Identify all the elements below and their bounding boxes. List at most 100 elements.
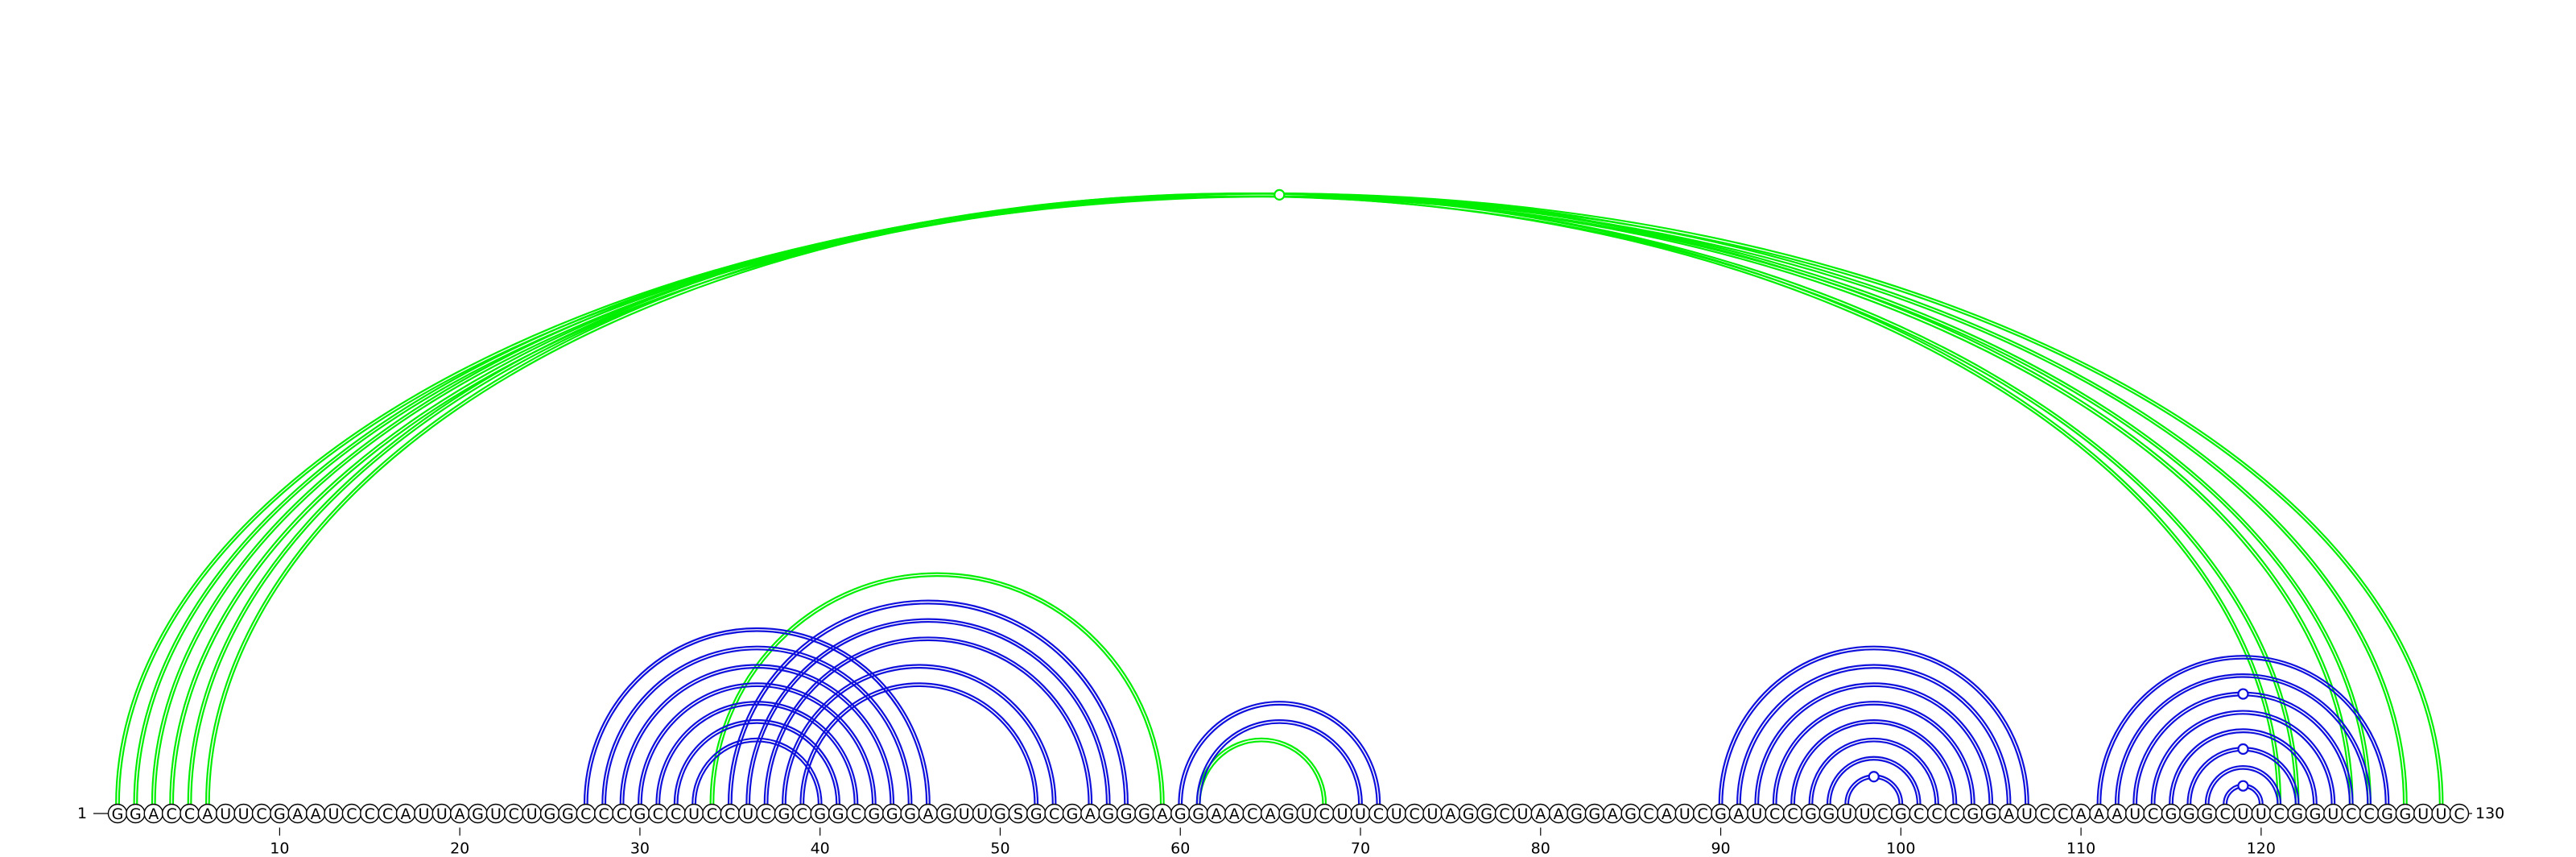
base-pair-arc-39-52 xyxy=(799,683,1039,805)
base-pair-arc-35-57 xyxy=(730,602,1126,805)
base-pair-arc-111-127 xyxy=(2099,657,2387,805)
nucleotide-letter: G xyxy=(814,805,826,823)
nucleotide-letter: G xyxy=(1282,805,1294,823)
nucleotide-letter: G xyxy=(1805,805,1817,823)
nucleotide-letter: G xyxy=(1138,805,1150,823)
nucleotide-letter: G xyxy=(886,805,898,823)
nucleotide-letter: G xyxy=(112,805,124,823)
nucleotide-107: U xyxy=(2017,803,2037,824)
nucleotide-112: A xyxy=(2107,803,2128,824)
nucleotide-letter: G xyxy=(832,805,844,823)
nucleotide-3: A xyxy=(143,803,163,824)
base-pair-arc-3-126 xyxy=(151,192,2372,805)
nucleotide-letter: U xyxy=(1860,805,1871,823)
base-pair-arc-29-44 xyxy=(619,664,895,805)
nucleotide-42: C xyxy=(846,803,866,824)
nucleotide-letter: A xyxy=(1608,805,1618,823)
nucleotide-letter: U xyxy=(1517,805,1528,823)
nucleotide-27: C xyxy=(576,803,596,824)
nucleotide-letter: C xyxy=(671,805,681,823)
nucleotide-36: U xyxy=(737,803,758,824)
base-pair-arc-30-43 xyxy=(638,682,877,805)
base-pair-arc-94-103 xyxy=(1793,722,1955,805)
nucleotide-69: U xyxy=(1332,803,1352,824)
nucleotide-50: G xyxy=(990,803,1010,824)
base-pair-arc-1-130 xyxy=(118,195,2441,805)
base-pair-arc-112-126 xyxy=(2114,673,2372,805)
base-pair-arc-115-123 xyxy=(2171,731,2315,805)
nucleotide-106: A xyxy=(1999,803,2019,824)
base-pair-arc-32-41 xyxy=(676,722,838,805)
nucleotide-103: C xyxy=(1945,803,1965,824)
base-pair-arc-95-102 xyxy=(1808,737,1939,805)
nucleotide-54: G xyxy=(1062,803,1083,824)
nucleotide-letter: C xyxy=(2040,805,2050,823)
nucleotide-21: G xyxy=(468,803,488,824)
nucleotide-letter: A xyxy=(1662,805,1672,823)
nucleotide-letter: C xyxy=(1643,805,1653,823)
nucleotide-letter: C xyxy=(1049,805,1059,823)
nucleotide-letter: U xyxy=(959,805,970,823)
nucleotide-letter: A xyxy=(1229,805,1240,823)
nucleotide-letter: G xyxy=(904,805,916,823)
base-pair-arc-30-43 xyxy=(640,685,874,805)
nucleotide-letter: G xyxy=(1823,805,1835,823)
nucleotide-letter: C xyxy=(365,805,375,823)
base-pair-arc-60-71 xyxy=(1180,704,1378,805)
nucleotide-letter: A xyxy=(1265,805,1276,823)
nucleotide-24: U xyxy=(522,803,542,824)
nucleotide-letter: A xyxy=(1733,805,1744,823)
nucleotide-29: C xyxy=(612,803,632,824)
nucleotide-46: A xyxy=(918,803,939,824)
nucleotide-34: C xyxy=(702,803,722,824)
nucleotide-63: A xyxy=(1224,803,1245,824)
arcs-layer xyxy=(115,192,2444,805)
nucleotide-letter: A xyxy=(202,805,213,823)
nucleotide-letter: C xyxy=(346,805,357,823)
base-pair-arc-96-101 xyxy=(1829,759,1918,805)
nucleotide-letter: G xyxy=(1174,805,1187,823)
nucleotide-85: G xyxy=(1620,803,1641,824)
nucleotide-1: G xyxy=(107,803,128,824)
tick-label-120: 120 xyxy=(2247,840,2276,857)
nucleotide-circle xyxy=(2449,803,2470,824)
tick-label-60: 60 xyxy=(1170,840,1190,857)
arc-marker-1-130 xyxy=(1274,188,1286,201)
nucleotide-letter: A xyxy=(1211,805,1221,823)
nucleotide-letter: G xyxy=(2183,805,2195,823)
nucleotide-33: U xyxy=(683,803,704,824)
nucleotide-letter: G xyxy=(1589,805,1601,823)
nucleotide-letter: U xyxy=(1751,805,1762,823)
nucleotide-letter: U xyxy=(220,805,231,823)
nucleotide-51: S xyxy=(1008,803,1029,824)
nucleotide-letter: U xyxy=(418,805,429,823)
nucleotide-letter: G xyxy=(1067,805,1079,823)
nucleotide-13: U xyxy=(324,803,344,824)
nucleotide-letter: G xyxy=(1480,805,1492,823)
nucleotide-letter: A xyxy=(1554,805,1564,823)
base-pair-arc-27-46 xyxy=(583,627,931,805)
nucleotide-letter: G xyxy=(274,805,286,823)
nucleotide-17: A xyxy=(395,803,416,824)
base-pair-arc-33-40 xyxy=(691,737,823,805)
nucleotide-letter: G xyxy=(940,805,952,823)
nucleotide-122: G xyxy=(2287,803,2307,824)
nucleotide-letter: C xyxy=(1499,805,1509,823)
nucleotide-letter: U xyxy=(1301,805,1312,823)
nucleotide-96: G xyxy=(1818,803,1839,824)
nucleotide-letter: C xyxy=(1769,805,1780,823)
sequence-end-label: 130 xyxy=(2475,805,2504,822)
nucleotide-59: A xyxy=(1152,803,1173,824)
nucleotide-letter: A xyxy=(292,805,303,823)
nucleotide-letter: C xyxy=(2363,805,2374,823)
nucleotide-71: C xyxy=(1368,803,1389,824)
base-pair-arc-117-121 xyxy=(2207,768,2279,805)
base-pair-arc-36-56 xyxy=(745,618,1111,805)
nucleotide-letter: C xyxy=(761,805,771,823)
nucleotide-31: C xyxy=(648,803,668,824)
nucleotide-letter: U xyxy=(1841,805,1852,823)
base-pair-arc-93-104 xyxy=(1775,704,1973,805)
nucleotide-18: U xyxy=(414,803,434,824)
base-pair-arc-37-55 xyxy=(763,637,1093,805)
position-axis: 10 20 30 40 50 60 70 80 90 100 110 120 xyxy=(270,827,2276,857)
